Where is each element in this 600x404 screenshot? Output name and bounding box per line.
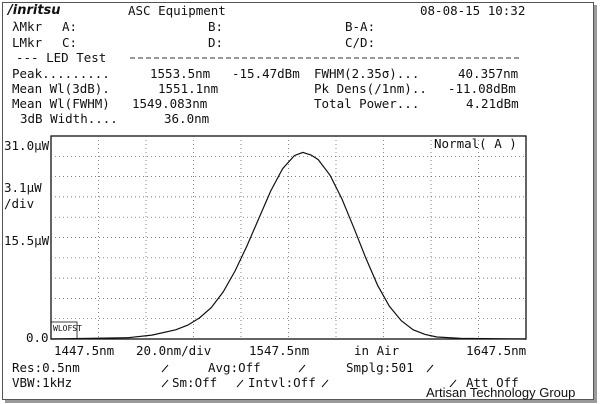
- y-div-unit: /div: [4, 196, 35, 211]
- medium-label: in Air: [354, 343, 400, 358]
- width-value: 36.0nm: [164, 111, 210, 126]
- x-left-label: 1447.5nm: [54, 343, 115, 358]
- mean-fwhm-value: 1549.083nm: [132, 96, 208, 111]
- spectrum-trace: [50, 151, 527, 340]
- fwhm-label: FWHM(2.35σ)...: [314, 66, 420, 81]
- mean-3db-label: Mean Wl(3dB).: [12, 81, 110, 96]
- screen-title: ASC Equipment: [128, 3, 226, 18]
- lambda-marker-label: λMkr: [12, 19, 43, 34]
- footer-separators: [161, 364, 457, 388]
- pk-dens-label: Pk Dens(/1nm)..: [314, 81, 427, 96]
- attenuator-setting: Att Off: [466, 375, 519, 390]
- interval-setting: Intvl:Off: [248, 375, 316, 390]
- wl-offset-box: [50, 321, 78, 340]
- peak-level: -15.47dBm: [232, 66, 300, 81]
- datetime: 08-08-15 10:32: [420, 3, 526, 18]
- x-div-label: 20.0nm/div: [136, 343, 212, 358]
- fwhm-value: 40.357nm: [458, 66, 519, 81]
- y-bottom-label: 0.0: [26, 330, 49, 345]
- y-mid-label: 15.5μW: [4, 233, 50, 248]
- watermark-text: Artisan Technology Group: [426, 385, 576, 400]
- mean-fwhm-label: Mean Wl(FWHM): [12, 96, 110, 111]
- y-div-label: 3.1μW: [4, 180, 42, 195]
- pk-dens-value: -11.08dBm: [448, 81, 516, 96]
- average-setting: Avg:Off: [208, 360, 261, 375]
- x-right-label: 1647.5nm: [466, 343, 527, 358]
- marker-ba-label: B-A:: [345, 19, 376, 34]
- marker-b-label: B:: [208, 19, 224, 34]
- marker-a-label: A:: [62, 19, 78, 34]
- total-power-label: Total Power...: [314, 96, 420, 111]
- marker-c-label: C:: [62, 35, 78, 50]
- marker-cd-label: C/D:: [345, 35, 376, 50]
- marker-d-label: D:: [208, 35, 224, 50]
- plot-grid: [51, 136, 526, 339]
- level-marker-label: LMkr: [12, 35, 43, 50]
- led-test-heading: --- LED Test: [16, 50, 107, 65]
- smoothing-setting: Sm:Off: [172, 375, 218, 390]
- wl-offset-label: WLOFST: [53, 324, 82, 333]
- trace-mode-label: Normal( A ): [434, 136, 517, 151]
- total-power-value: 4.21dBm: [466, 96, 519, 111]
- mean-3db-value: 1551.1nm: [158, 81, 219, 96]
- instrument-screen: [2, 2, 594, 400]
- x-center-label: 1547.5nm: [249, 343, 310, 358]
- resolution-setting: Res:0.5nm: [12, 360, 80, 375]
- y-top-label: 31.0μW: [4, 138, 50, 153]
- vbw-setting: VBW:1kHz: [12, 375, 73, 390]
- peak-value: 1553.5nm: [150, 66, 211, 81]
- sampling-setting: Smplg:501: [346, 360, 414, 375]
- peak-label: Peak.........: [12, 66, 110, 81]
- brand-logo: /inritsu: [8, 3, 61, 18]
- width-label: 3dB Width....: [20, 111, 118, 126]
